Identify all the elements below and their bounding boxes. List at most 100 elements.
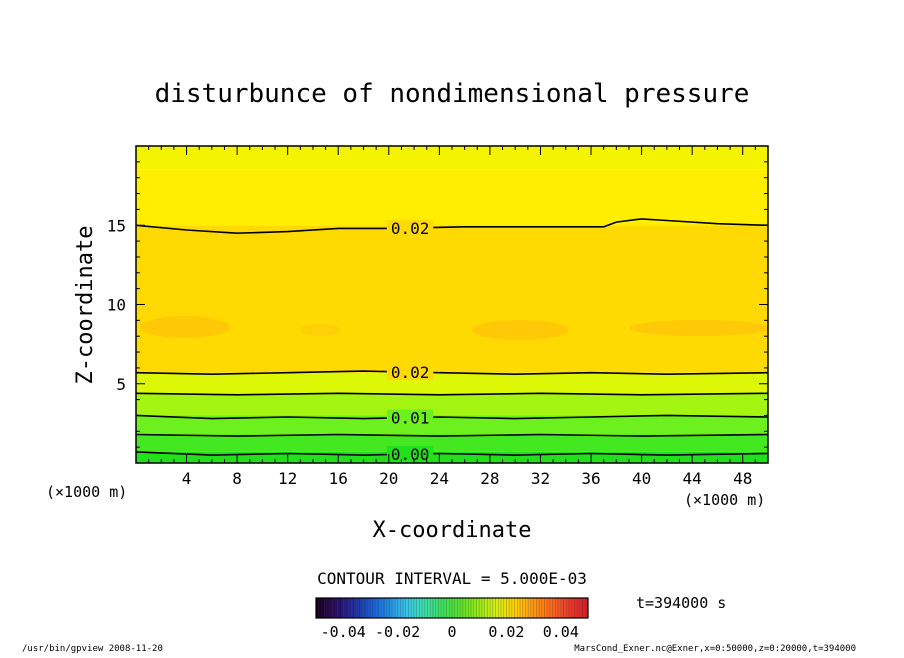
pressure-minimum-blob	[300, 324, 340, 336]
colorbar-segment	[530, 598, 534, 618]
colorbar-segment	[585, 598, 588, 618]
colorbar-segment	[520, 598, 523, 618]
colorbar-segment	[533, 598, 537, 618]
colorbar-tick-label: -0.02	[375, 623, 420, 641]
colorbar-segment	[419, 598, 423, 618]
colorbar-segment	[403, 598, 406, 618]
colorbar-segment	[435, 598, 439, 618]
colorbar-segment	[473, 598, 477, 618]
colorbar-segment	[408, 598, 412, 618]
colorbar-segment	[500, 598, 504, 618]
colorbar-segment	[432, 598, 436, 618]
x-axis-label: X-coordinate	[373, 518, 532, 543]
colorbar-segment	[490, 598, 493, 618]
colorbar-segment	[343, 598, 346, 618]
colorbar-segment	[579, 598, 583, 618]
colorbar-segment	[471, 598, 474, 618]
colorbar-segment	[386, 598, 390, 618]
colorbar-segment	[441, 598, 444, 618]
colorbar-segment	[326, 598, 330, 618]
colorbar-segment	[476, 598, 480, 618]
x-tick-label: 4	[182, 469, 192, 488]
colorbar-segment	[430, 598, 433, 618]
colorbar-segment	[422, 598, 425, 618]
colorbar-segment	[568, 598, 572, 618]
x-tick-label: 16	[329, 469, 348, 488]
contour-fill-band	[136, 372, 768, 394]
footer-left: /usr/bin/gpview 2008-11-20	[22, 644, 163, 654]
colorbar-segment	[381, 598, 384, 618]
colorbar-segment	[364, 598, 368, 618]
contour-fill-band	[136, 169, 768, 226]
colorbar-segment	[457, 598, 461, 618]
colorbar-segment	[370, 598, 374, 618]
colorbar-segment	[549, 598, 553, 618]
y-axis-ticks: 5 10 15	[107, 145, 768, 464]
colorbar-segment	[449, 598, 452, 618]
colorbar-segment	[351, 598, 355, 618]
colorbar-segment	[555, 598, 559, 618]
x-unit-right: (×1000 m)	[684, 491, 765, 509]
colorbar-segment	[460, 598, 463, 618]
colorbar-segment	[566, 598, 569, 618]
colorbar-segment	[397, 598, 401, 618]
colorbar-segment	[577, 598, 580, 618]
colorbar-segment	[452, 598, 455, 618]
contour-label-bg	[386, 409, 434, 426]
colorbar-segment	[405, 598, 409, 618]
colorbar-segment	[454, 598, 458, 618]
contour-label-bg	[386, 364, 434, 381]
colorbar-segment	[321, 598, 325, 618]
pressure-minimum-blob	[472, 320, 568, 340]
colorbar-tick-label: 0	[447, 623, 456, 641]
colorbar-segment	[367, 598, 371, 618]
colorbar-segment	[424, 598, 428, 618]
contour-labels: 0.00 0.01 0.02 0.02	[386, 219, 434, 464]
colorbar-segment	[340, 598, 344, 618]
colorbar-tick-label: 0.04	[543, 623, 579, 641]
colorbar-segment	[337, 598, 341, 618]
colorbar-tick-label: -0.04	[321, 623, 366, 641]
x-axis-ticks: 4 8 12 16 20 24 28 32 36 40 44 48	[135, 146, 769, 488]
contour-fill-band	[136, 415, 768, 435]
contour-fill-band	[136, 451, 768, 463]
colorbar-segment	[465, 598, 469, 618]
colorbar-segment	[495, 598, 499, 618]
colorbar-segment	[413, 598, 417, 618]
contour-label-bg	[386, 219, 434, 236]
colorbar-segment	[511, 598, 515, 618]
x-tick-label: 32	[531, 469, 550, 488]
colorbar-segment	[544, 598, 548, 618]
colorbar-segment	[329, 598, 333, 618]
colorbar-segment	[514, 598, 518, 618]
colorbar-tick-label: 0.02	[488, 623, 524, 641]
contour-label-bg	[386, 446, 434, 463]
colorbar-segment	[446, 598, 450, 618]
contour-label: 0.01	[391, 409, 430, 428]
contour-label: 0.02	[391, 363, 430, 382]
colorbar-segment	[571, 598, 575, 618]
y-tick-label: 5	[116, 375, 126, 394]
contour-line	[136, 414, 768, 420]
colorbar-segment	[345, 598, 349, 618]
colorbar	[315, 597, 589, 619]
colorbar-segment	[492, 598, 496, 618]
colorbar-segment	[373, 598, 376, 618]
colorbar-segment	[528, 598, 531, 618]
colorbar-segment	[522, 598, 526, 618]
colorbar-segment	[324, 598, 327, 618]
colorbar-segment	[354, 598, 357, 618]
contour-label: 0.00	[391, 445, 430, 464]
colorbar-segment	[411, 598, 414, 618]
x-tick-label: 48	[733, 469, 752, 488]
x-tick-label: 40	[632, 469, 651, 488]
footer-right: MarsCond_Exner.nc@Exner,x=0:50000,z=0:20…	[574, 644, 856, 654]
colorbar-segment	[547, 598, 550, 618]
x-tick-label: 20	[379, 469, 398, 488]
colorbar-segment	[498, 598, 501, 618]
contour-line	[136, 433, 768, 437]
colorbar-segment	[582, 598, 586, 618]
time-label: t=394000 s	[636, 594, 726, 612]
colorbar-segment	[558, 598, 561, 618]
contour-interval-label: CONTOUR INTERVAL = 5.000E-03	[317, 569, 587, 588]
